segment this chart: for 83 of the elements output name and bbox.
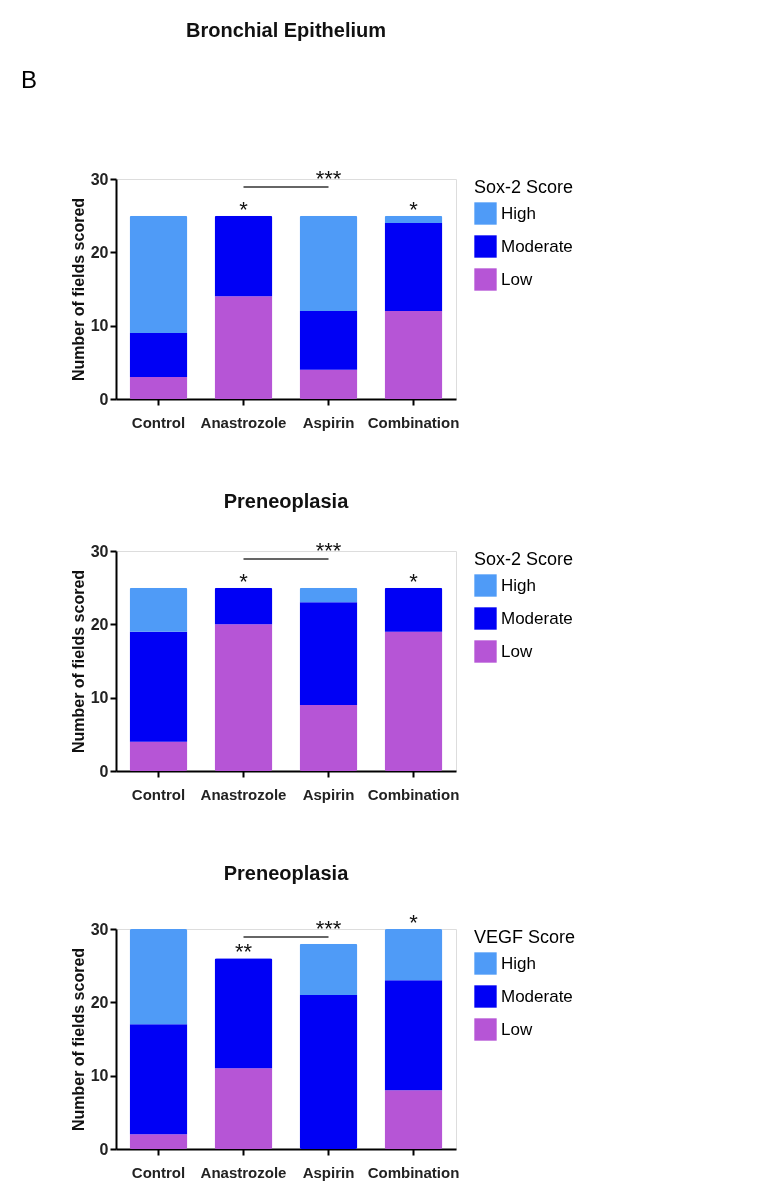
annotation: * — [239, 568, 249, 594]
bar — [214, 296, 273, 399]
y-axis-title: Number of fields scored — [69, 569, 87, 754]
legend-title: Sox-2 Score — [474, 177, 574, 197]
bar — [214, 215, 273, 297]
bar — [214, 624, 273, 771]
bar — [384, 587, 443, 632]
x-tick-label: Anastrozole — [200, 413, 287, 431]
bar — [129, 1024, 188, 1135]
bar — [384, 311, 443, 399]
bar — [384, 980, 443, 1091]
x-tick-label: Aspirin — [302, 413, 355, 431]
bar — [299, 943, 358, 995]
x-tick-label: Combination — [367, 785, 460, 803]
y-tick-label: 10 — [90, 1067, 109, 1085]
y-tick-label: 20 — [90, 993, 109, 1011]
y-tick-label: 0 — [99, 390, 109, 408]
bar — [299, 602, 358, 705]
bar — [299, 215, 358, 311]
y-tick-label: 10 — [90, 689, 109, 707]
bar — [384, 215, 443, 223]
bar — [299, 995, 358, 1149]
y-tick-label: 0 — [99, 762, 109, 780]
chart-title: Preneoplasia — [223, 862, 350, 884]
x-tick-label: Anastrozole — [200, 1163, 287, 1181]
annotation: * — [409, 568, 419, 594]
bar — [129, 333, 188, 377]
x-tick-label: Combination — [367, 1163, 460, 1181]
bar — [299, 705, 358, 771]
bar — [129, 587, 188, 632]
x-tick-label: Control — [131, 413, 186, 431]
bar — [129, 929, 188, 1025]
annotation: ** — [234, 939, 253, 965]
bar — [384, 929, 443, 981]
legend-title: VEGF Score — [474, 927, 576, 947]
legend-title: Sox-2 Score — [474, 549, 574, 569]
x-tick-label: Control — [131, 785, 186, 803]
y-axis-title: Number of fields scored — [69, 947, 87, 1132]
legend-label: Moderate — [501, 236, 573, 256]
bar — [129, 631, 188, 742]
bar — [384, 1090, 443, 1149]
legend-label: Low — [501, 269, 533, 289]
annotation: * — [409, 196, 419, 222]
x-tick-label: Combination — [367, 413, 460, 431]
x-tick-label: Anastrozole — [200, 785, 287, 803]
y-tick-label: 20 — [90, 615, 109, 633]
legend-label: High — [501, 203, 536, 223]
y-tick-label: 30 — [90, 920, 109, 938]
y-tick-label: 20 — [90, 243, 109, 261]
x-tick-label: Control — [131, 1163, 186, 1181]
annotation: * — [239, 196, 249, 222]
bar — [129, 215, 188, 333]
legend-label: High — [501, 953, 536, 973]
legend-label: Moderate — [501, 608, 573, 628]
text: Moderate — [501, 986, 573, 1006]
bar — [129, 377, 188, 399]
annotation: * — [409, 910, 419, 935]
bar — [214, 958, 273, 1069]
annotation: *** — [315, 166, 342, 191]
text: Low — [501, 1019, 533, 1039]
annotation: *** — [315, 538, 342, 563]
x-tick-label: Aspirin — [302, 785, 355, 803]
bar — [299, 311, 358, 370]
chart-title: Preneoplasia — [223, 490, 350, 512]
text: B — [21, 66, 38, 93]
bar — [214, 1068, 273, 1149]
text: High — [501, 575, 536, 595]
chart-title: Bronchial Epithelium — [185, 19, 387, 41]
bar — [299, 587, 358, 603]
legend-label: Low — [501, 641, 533, 661]
x-tick-label: Aspirin — [302, 1163, 355, 1181]
bar — [214, 587, 273, 625]
bar — [129, 741, 188, 771]
y-tick-label: 30 — [90, 542, 109, 560]
bar — [384, 223, 443, 311]
bar — [384, 631, 443, 771]
annotation: *** — [315, 916, 342, 941]
bar — [129, 1134, 188, 1149]
y-tick-label: 0 — [99, 1140, 109, 1158]
y-axis-title: Number of fields scored — [69, 197, 87, 382]
bar — [299, 369, 358, 399]
y-tick-label: 30 — [90, 170, 109, 188]
y-tick-label: 10 — [90, 317, 109, 335]
